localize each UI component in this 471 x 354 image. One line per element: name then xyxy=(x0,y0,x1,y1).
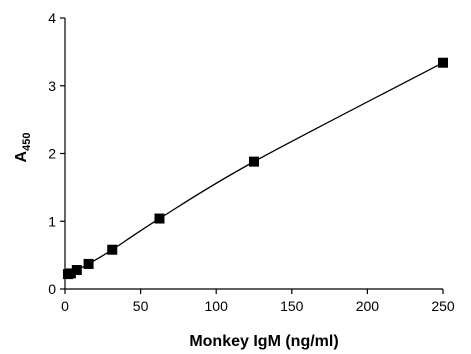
y-axis-title-sub: 450 xyxy=(21,133,33,151)
axes xyxy=(64,18,443,290)
data-point-marker xyxy=(154,213,165,224)
fit-curve xyxy=(67,62,444,275)
y-ticks: 0 1 2 3 4 xyxy=(48,10,65,297)
y-tick-label: 1 xyxy=(48,213,56,229)
y-tick-label: 4 xyxy=(48,10,56,26)
x-tick-label: 50 xyxy=(133,298,149,314)
data-point-marker xyxy=(107,244,118,255)
x-ticks: 0 50 100 150 200 250 xyxy=(61,289,455,314)
y-tick-label: 2 xyxy=(48,146,56,162)
data-point-marker xyxy=(71,265,82,276)
y-axis-title: A450 xyxy=(13,133,33,163)
x-tick-label: 150 xyxy=(280,298,304,314)
svg-text:A450: A450 xyxy=(13,133,33,163)
x-tick-label: 100 xyxy=(205,298,229,314)
data-point-marker xyxy=(249,156,259,167)
data-points xyxy=(62,57,448,280)
y-tick-label: 0 xyxy=(48,281,56,297)
data-point-marker xyxy=(65,268,76,279)
y-axis-title-main: A xyxy=(13,150,30,162)
x-tick-label: 250 xyxy=(431,298,455,314)
y-tick-label: 3 xyxy=(48,78,56,94)
x-tick-label: 200 xyxy=(356,298,380,314)
x-axis-title: Monkey IgM (ng/ml) xyxy=(189,333,338,350)
x-tick-label: 0 xyxy=(61,298,69,314)
data-point-marker xyxy=(438,57,448,68)
data-point-marker xyxy=(83,258,94,269)
